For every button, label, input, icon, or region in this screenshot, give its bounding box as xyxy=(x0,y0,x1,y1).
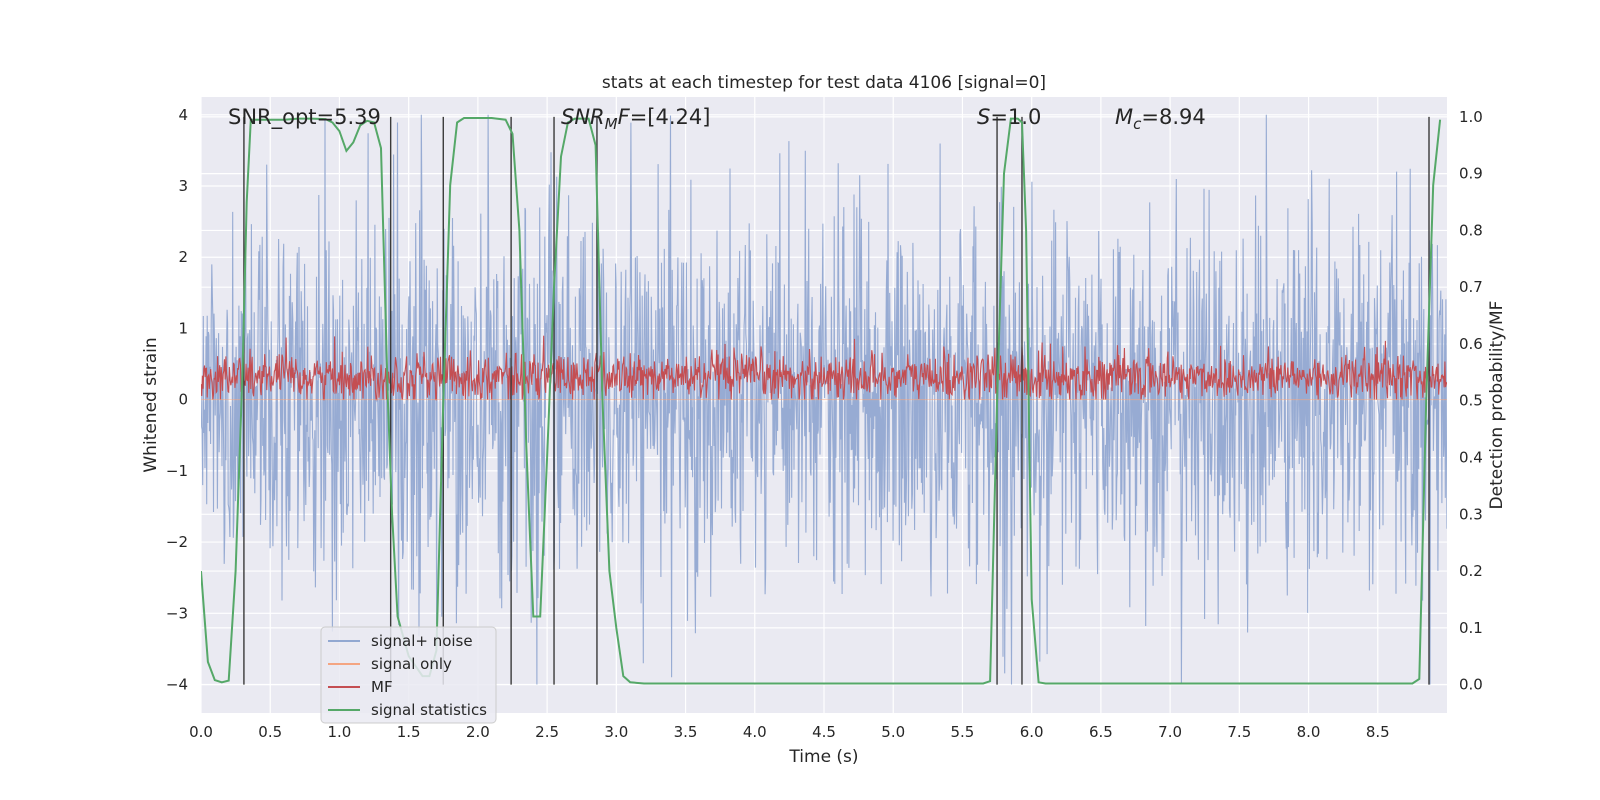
y-tick-label-right: 0.9 xyxy=(1459,165,1483,183)
x-axis-label: Time (s) xyxy=(788,747,858,767)
x-tick-label: 5.5 xyxy=(951,723,975,741)
y-axis-label-left: Whitened strain xyxy=(141,337,161,472)
signal-statistics-line xyxy=(201,117,1442,685)
y-tick-label-right: 0.6 xyxy=(1459,335,1483,353)
legend-label-signal-statistics: signal statistics xyxy=(371,701,487,719)
y-tick-label-left: 1 xyxy=(178,319,188,337)
y-tick-label-right: 0.2 xyxy=(1459,562,1483,580)
x-tick-label: 0.5 xyxy=(258,723,282,741)
y-tick-label-right: 0.5 xyxy=(1459,392,1483,410)
y-tick-label-left: 0 xyxy=(178,391,188,409)
annotation-snr-mf: SNRMF=[4.24] xyxy=(561,105,710,133)
y-tick-label-right: 1.0 xyxy=(1459,108,1483,126)
x-tick-label: 6.0 xyxy=(1020,723,1044,741)
y-tick-label-left: −4 xyxy=(166,676,188,694)
y-axis-label-right: Detection probability/MF xyxy=(1487,301,1507,510)
annotation-snr-opt: SNR_opt=5.39 xyxy=(228,105,381,130)
legend: signal+ noise signal only MF signal stat… xyxy=(320,626,497,724)
y-tick-label-right: 0.8 xyxy=(1459,221,1483,239)
x-tick-label: 2.5 xyxy=(535,723,559,741)
y-ticks-right: 1.0 0.9 0.8 0.7 0.6 0.5 0.4 0.3 0.2 0.1 0.0 xyxy=(1459,108,1483,694)
x-tick-label: 1.0 xyxy=(328,723,352,741)
y-tick-label-left: 4 xyxy=(178,106,188,124)
y-tick-label-left: 2 xyxy=(178,248,188,266)
annotations: SNR_opt=5.39 SNRMF=[4.24] S=1.0 Mc=8.94 xyxy=(228,105,1206,133)
x-tick-label: 4.0 xyxy=(743,723,767,741)
x-tick-label: 0.0 xyxy=(189,723,213,741)
y-tick-label-left: −3 xyxy=(166,604,188,622)
signal-statistics-series xyxy=(201,117,1442,685)
mf-series xyxy=(201,335,1447,401)
legend-box xyxy=(320,626,497,724)
y-tick-label-right: 0.1 xyxy=(1459,619,1483,637)
y-tick-label-right: 0.4 xyxy=(1459,449,1483,467)
annotation-mc: Mc=8.94 xyxy=(1115,105,1206,133)
x-tick-label: 3.0 xyxy=(604,723,628,741)
x-tick-label: 2.0 xyxy=(466,723,490,741)
x-ticks: 0.0 0.5 1.0 1.5 2.0 2.5 3.0 3.5 4.0 4.5 5.0 5.5 6.0 6… xyxy=(189,723,1390,741)
x-tick-label: 7.0 xyxy=(1158,723,1182,741)
x-tick-label: 5.0 xyxy=(881,723,905,741)
y-tick-label-right: 0.3 xyxy=(1459,505,1483,523)
y-ticks-left: 4 3 2 1 0 −1 −2 −3 −4 xyxy=(166,106,188,694)
y-tick-label-left: −2 xyxy=(166,533,188,551)
legend-label-mf: MF xyxy=(371,678,393,696)
signal-noise-line xyxy=(201,114,1447,685)
annotation-s: S=1.0 xyxy=(977,105,1041,129)
mf-line xyxy=(201,335,1447,401)
x-tick-label: 8.5 xyxy=(1366,723,1390,741)
x-tick-label: 1.5 xyxy=(397,723,421,741)
x-tick-label: 6.5 xyxy=(1089,723,1113,741)
x-tick-label: 4.5 xyxy=(812,723,836,741)
signal-noise-series xyxy=(201,114,1447,685)
legend-label-signal-only: signal only xyxy=(371,655,452,673)
x-tick-label: 8.0 xyxy=(1297,723,1321,741)
y-tick-label-right: 0.7 xyxy=(1459,278,1483,296)
y-tick-label-right: 0.0 xyxy=(1459,676,1483,694)
legend-label-signal-noise: signal+ noise xyxy=(371,632,473,650)
y-tick-label-left: 3 xyxy=(178,177,188,195)
chart-title: stats at each timestep for test data 410… xyxy=(602,73,1046,93)
x-tick-label: 7.5 xyxy=(1227,723,1251,741)
y-tick-label-left: −1 xyxy=(166,462,188,480)
x-tick-label: 3.5 xyxy=(674,723,698,741)
